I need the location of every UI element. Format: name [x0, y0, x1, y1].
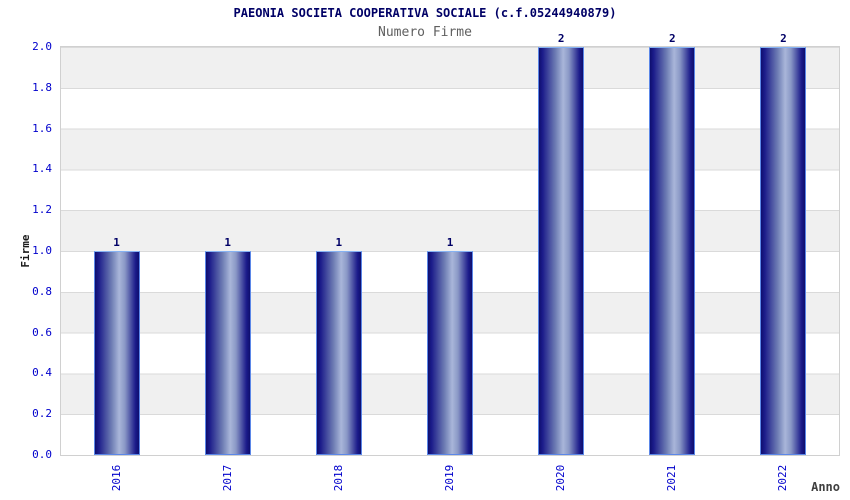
- bar-2022: [760, 47, 807, 455]
- x-tick-label-2022: 2022: [776, 464, 790, 492]
- bar-2019: [427, 251, 473, 455]
- y-tick-label: 2.0: [32, 40, 52, 53]
- bar-value-label: 2: [780, 32, 787, 45]
- bar-value-label: 1: [113, 236, 120, 249]
- chart-title: PAEONIA SOCIETA COOPERATIVA SOCIALE (c.f…: [233, 6, 617, 20]
- bar-value-label: 2: [668, 32, 676, 45]
- x-tick-label-2018: 2018: [331, 464, 345, 492]
- x-axis-title: Anno: [811, 480, 840, 494]
- bar-value-label: 1: [446, 236, 454, 249]
- bar-2021: [649, 47, 696, 455]
- y-tick-label: 1.4: [32, 162, 52, 176]
- y-tick-label: 1.6: [32, 121, 52, 135]
- y-tick-label: 0.0: [32, 448, 52, 461]
- y-tick-label: 0.8: [32, 284, 52, 298]
- y-tick-label: 0.4: [32, 366, 52, 380]
- y-tick-label: 1.2: [32, 203, 52, 217]
- bar-2018: [315, 251, 362, 455]
- x-tick-label-2019: 2019: [443, 464, 456, 492]
- y-tick-label: 1.8: [32, 80, 52, 94]
- x-tick-label-2016: 2016: [109, 464, 123, 492]
- bar-value-label: 2: [557, 32, 565, 45]
- x-tick-label-2017: 2017: [220, 464, 234, 492]
- bar-value-label: 1: [224, 236, 232, 249]
- bar-2016: [93, 251, 140, 455]
- bar-value-label: 1: [335, 236, 343, 249]
- y-tick-label: 0.6: [32, 325, 52, 339]
- y-tick-label: 1.0: [32, 244, 52, 257]
- x-tick-label-2021: 2021: [665, 464, 679, 492]
- chart-subtitle: Numero Firme: [378, 25, 472, 40]
- bar-2020: [538, 47, 585, 455]
- bar-2017: [204, 251, 251, 455]
- x-tick-label-2020: 2020: [554, 464, 568, 492]
- y-tick-label: 0.2: [32, 407, 52, 421]
